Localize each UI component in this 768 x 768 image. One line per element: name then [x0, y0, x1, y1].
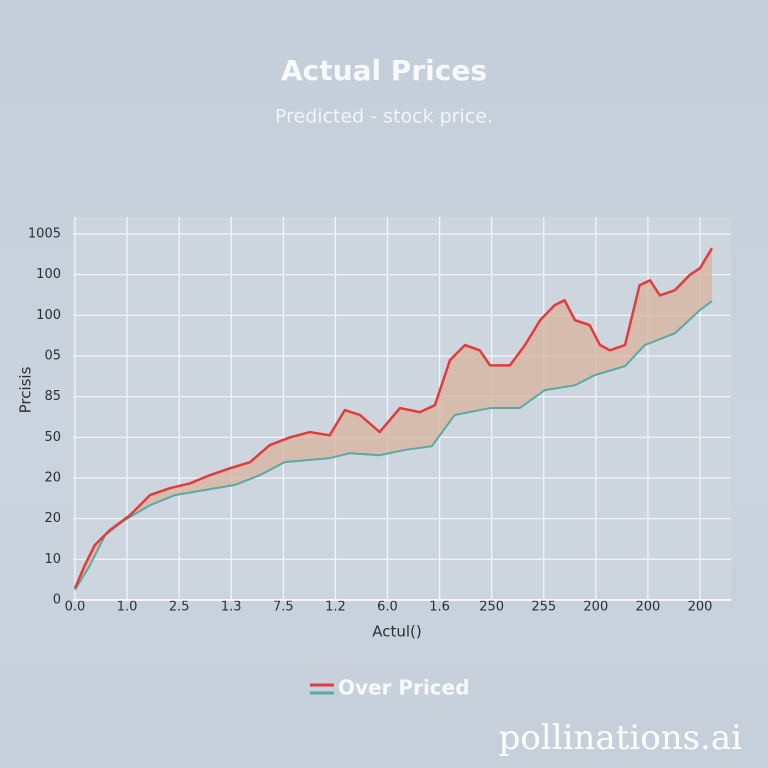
chart-title: Actual Prices: [281, 54, 487, 87]
chart-subtitle: Predicted - stock price.: [275, 106, 493, 128]
x-tick-label: 7.5: [273, 600, 294, 615]
x-tick-label: 6.0: [377, 600, 398, 615]
x-axis-label: Actul(): [372, 623, 422, 641]
x-tick-label: 200: [636, 600, 661, 615]
y-tick-label: 100: [36, 267, 61, 282]
legend-label: Over Priced: [338, 676, 470, 700]
y-tick-label: 05: [44, 349, 61, 364]
x-tick-label: 0.0: [65, 600, 86, 615]
x-tick-label: 250: [479, 600, 504, 615]
y-tick-label: 1005: [28, 227, 61, 242]
legend: Over Priced: [310, 676, 470, 700]
x-tick-label: 200: [688, 600, 713, 615]
y-tick-label: 85: [44, 389, 61, 404]
data-line: [74, 300, 713, 591]
x-tick-label: 1.0: [117, 600, 138, 615]
data-line: [73, 247, 714, 589]
x-tick-label: 255: [531, 600, 556, 615]
fill-band: [75, 248, 712, 590]
y-tick-label: 0: [53, 593, 61, 608]
x-tick-label: 1.6: [429, 600, 450, 615]
x-tick-label: 1.3: [221, 600, 242, 615]
y-tick-label: 50: [44, 430, 61, 445]
y-tick-label: 20: [44, 511, 61, 526]
y-tick-label: 20: [44, 471, 61, 486]
watermark: pollinations.ai: [499, 718, 742, 758]
x-tick-label: 200: [583, 600, 608, 615]
y-tick-label: 100: [36, 308, 61, 323]
x-tick-label: 1.2: [325, 600, 346, 615]
x-tick-label: 2.5: [169, 600, 190, 615]
y-tick-label: 10: [44, 552, 61, 567]
y-axis-label: Prcisis: [17, 366, 35, 413]
